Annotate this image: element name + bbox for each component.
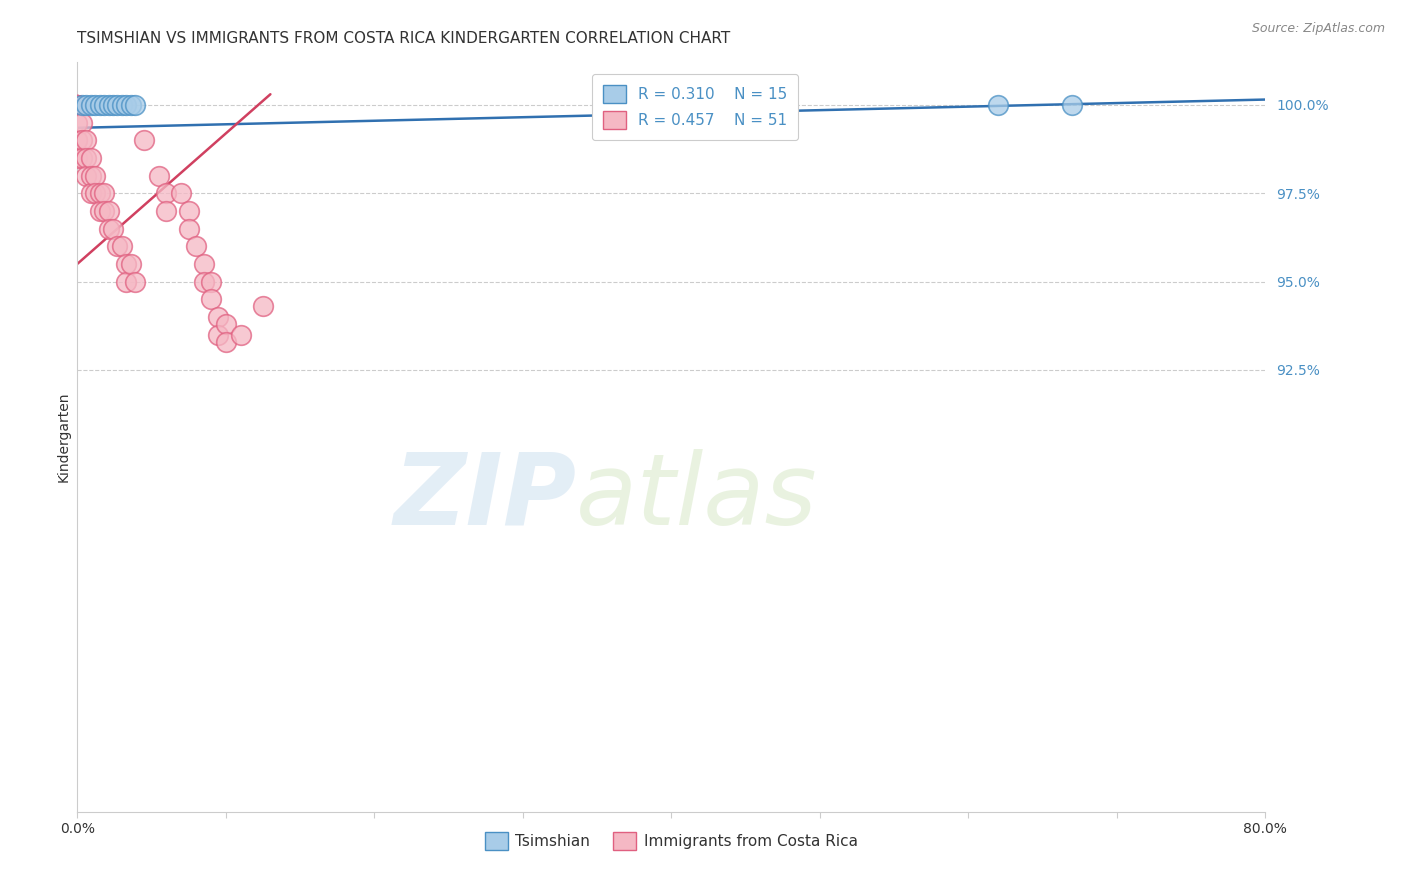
Point	[66, 98, 89, 112]
Point	[66, 98, 89, 112]
Point	[155, 186, 177, 201]
Text: atlas: atlas	[576, 449, 818, 546]
Point	[80, 186, 103, 201]
Text: TSIMSHIAN VS IMMIGRANTS FROM COSTA RICA KINDERGARTEN CORRELATION CHART: TSIMSHIAN VS IMMIGRANTS FROM COSTA RICA …	[77, 31, 731, 46]
Point	[115, 275, 138, 289]
Point	[75, 169, 97, 183]
Point	[200, 292, 222, 306]
Text: ZIP: ZIP	[394, 449, 576, 546]
Point	[177, 221, 200, 235]
Point	[200, 275, 222, 289]
Point	[229, 327, 252, 342]
Point	[84, 186, 107, 201]
Point	[66, 151, 89, 165]
Point	[186, 239, 208, 253]
Point	[89, 186, 111, 201]
Point	[124, 98, 146, 112]
Point	[101, 98, 124, 112]
Point	[107, 98, 129, 112]
Point	[207, 310, 229, 324]
Point	[80, 151, 103, 165]
Point	[84, 169, 107, 183]
Point	[70, 98, 93, 112]
Point	[124, 275, 146, 289]
Point	[66, 115, 89, 129]
Point	[93, 203, 115, 218]
Point	[215, 334, 238, 349]
Point	[93, 98, 115, 112]
Point	[80, 98, 103, 112]
Point	[215, 317, 238, 331]
Point	[97, 203, 120, 218]
Point	[207, 327, 229, 342]
Point	[66, 133, 89, 147]
Y-axis label: Kindergarten: Kindergarten	[56, 392, 70, 483]
Point	[70, 133, 93, 147]
Legend: Tsimshian, Immigrants from Costa Rica: Tsimshian, Immigrants from Costa Rica	[479, 826, 863, 856]
Point	[101, 221, 124, 235]
Point	[987, 98, 1010, 112]
Point	[80, 169, 103, 183]
Point	[1062, 98, 1084, 112]
Point	[75, 133, 97, 147]
Point	[115, 257, 138, 271]
Point	[193, 257, 215, 271]
Text: Source: ZipAtlas.com: Source: ZipAtlas.com	[1251, 22, 1385, 36]
Point	[84, 98, 107, 112]
Point	[111, 98, 134, 112]
Point	[66, 98, 89, 112]
Point	[97, 98, 120, 112]
Point	[134, 133, 156, 147]
Point	[170, 186, 193, 201]
Point	[70, 151, 93, 165]
Point	[111, 239, 134, 253]
Point	[177, 203, 200, 218]
Point	[252, 299, 274, 313]
Point	[120, 98, 142, 112]
Point	[155, 203, 177, 218]
Point	[120, 257, 142, 271]
Point	[66, 98, 89, 112]
Point	[97, 221, 120, 235]
Point	[148, 169, 170, 183]
Point	[75, 151, 97, 165]
Point	[89, 98, 111, 112]
Point	[93, 186, 115, 201]
Point	[115, 98, 138, 112]
Point	[66, 98, 89, 112]
Point	[107, 239, 129, 253]
Point	[70, 115, 93, 129]
Point	[193, 275, 215, 289]
Point	[75, 98, 97, 112]
Point	[66, 133, 89, 147]
Point	[89, 203, 111, 218]
